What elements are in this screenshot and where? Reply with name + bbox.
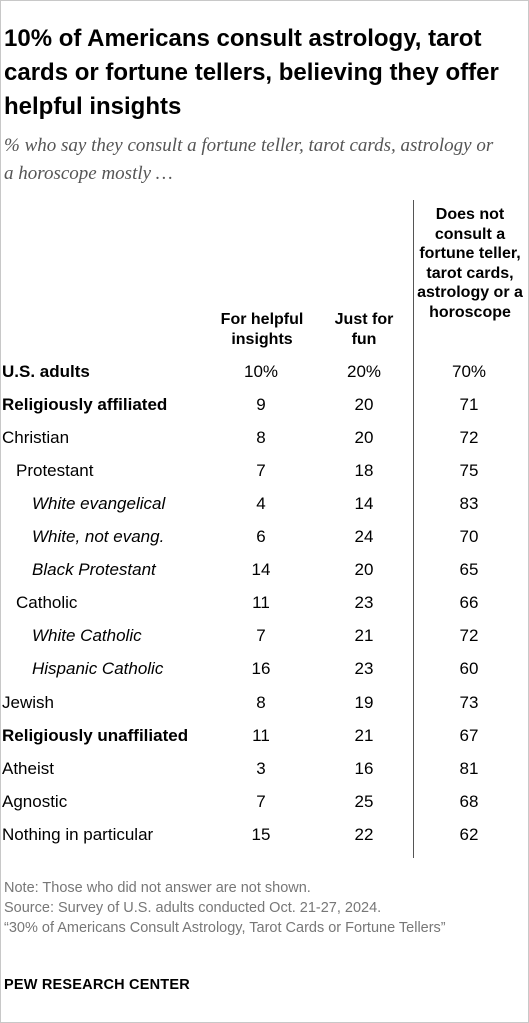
value-helpful-insights: 11 [252, 725, 270, 745]
chart-notes: Note: Those who did not answer are not s… [4, 878, 524, 938]
value-does-not-consult: 83 [459, 493, 479, 513]
value-does-not-consult: 70% [451, 361, 487, 381]
value-just-for-fun: 20 [354, 427, 374, 447]
value-just-for-fun: 16 [354, 758, 374, 778]
value-just-for-fun: 25 [354, 791, 374, 811]
table-row: Jewish 8 19 73 [0, 686, 529, 719]
source-text: Source: Survey of U.S. adults conducted … [4, 900, 382, 916]
table-row: Christian 8 20 72 [0, 421, 529, 454]
table-row: Hispanic Catholic 16 23 60 [0, 653, 529, 686]
report-title: “30% of Americans Consult Astrology, Tar… [4, 920, 446, 936]
column-header-does-not-consult: Does not consult a fortune teller, tarot… [417, 206, 523, 321]
value-just-for-fun: 23 [354, 659, 374, 679]
value-helpful-insights: 8 [256, 692, 266, 712]
row-label: Religiously unaffiliated [2, 725, 189, 745]
table-row: Atheist 3 16 81 [0, 752, 529, 785]
value-helpful-insights: 9 [256, 394, 266, 414]
row-label: Nothing in particular [2, 824, 154, 844]
value-just-for-fun: 21 [354, 725, 374, 745]
value-helpful-insights: 11 [252, 593, 270, 613]
table-row: Agnostic 7 25 68 [0, 785, 529, 818]
value-just-for-fun: 20 [354, 560, 374, 580]
value-helpful-insights: 8 [256, 427, 266, 447]
table-row: Nothing in particular 15 22 62 [0, 818, 529, 851]
brand-logo-text: PEW RESEARCH CENTER [4, 977, 190, 993]
value-helpful-insights: 10% [243, 361, 279, 381]
value-does-not-consult: 65 [459, 560, 479, 580]
value-helpful-insights: 14 [251, 560, 271, 580]
value-helpful-insights: 3 [256, 758, 266, 778]
value-just-for-fun: 20% [346, 361, 382, 381]
value-does-not-consult: 62 [459, 824, 479, 844]
value-does-not-consult: 60 [459, 659, 479, 679]
value-helpful-insights: 16 [251, 659, 271, 679]
value-does-not-consult: 81 [459, 758, 479, 778]
value-just-for-fun: 18 [354, 460, 374, 480]
table-row: Protestant 7 18 75 [0, 454, 529, 487]
value-helpful-insights: 6 [256, 527, 266, 546]
value-does-not-consult: 66 [459, 593, 479, 613]
column-header-just-for-fun: Just for fun [334, 311, 394, 348]
value-does-not-consult: 67 [459, 725, 479, 745]
table-row: Religiously affiliated 9 20 71 [0, 388, 529, 421]
table-row: Religiously unaffiliated 11 21 67 [0, 719, 529, 752]
row-label: Hispanic Catholic [32, 659, 164, 679]
value-helpful-insights: 4 [256, 493, 266, 513]
value-does-not-consult: 70 [459, 527, 479, 546]
value-does-not-consult: 73 [459, 692, 479, 712]
value-helpful-insights: 7 [256, 460, 266, 480]
value-just-for-fun: 23 [354, 593, 374, 613]
row-label: Protestant [16, 460, 94, 480]
row-label: Atheist [2, 758, 54, 778]
row-label: Christian [2, 427, 70, 447]
row-label: Black Protestant [32, 560, 156, 580]
table-row: Catholic 11 23 66 [0, 587, 529, 620]
value-does-not-consult: 68 [459, 791, 479, 811]
row-label: U.S. adults [2, 361, 90, 381]
row-label: White, not evang. [32, 527, 165, 546]
table-row: U.S. adults 10% 20% 70% [0, 355, 529, 388]
value-does-not-consult: 72 [459, 626, 479, 646]
value-helpful-insights: 7 [256, 626, 266, 646]
value-just-for-fun: 21 [354, 626, 374, 646]
table-row: White, not evang. 6 24 70 [0, 521, 529, 554]
row-label: Jewish [2, 692, 54, 712]
value-does-not-consult: 75 [459, 460, 479, 480]
table-row: Black Protestant 14 20 65 [0, 554, 529, 587]
row-label: Agnostic [2, 791, 68, 811]
value-does-not-consult: 71 [459, 394, 479, 414]
row-label: White Catholic [32, 626, 142, 646]
column-divider [413, 200, 414, 858]
value-just-for-fun: 22 [354, 824, 374, 844]
row-label: Religiously affiliated [2, 394, 168, 414]
chart-subtitle: % who say they consult a fortune teller,… [4, 135, 494, 184]
value-just-for-fun: 19 [354, 692, 374, 712]
row-label: Catholic [16, 593, 78, 613]
row-label: White evangelical [32, 493, 166, 513]
table-row: White Catholic 7 21 72 [0, 620, 529, 653]
note-text: Note: Those who did not answer are not s… [4, 880, 311, 896]
value-just-for-fun: 24 [354, 527, 374, 546]
column-header-helpful-insights: For helpful insights [220, 311, 304, 348]
value-helpful-insights: 7 [256, 791, 266, 811]
value-just-for-fun: 14 [354, 493, 374, 513]
chart-title: 10% of Americans consult astrology, taro… [4, 25, 499, 120]
table-row: White evangelical 4 14 83 [0, 487, 529, 520]
value-just-for-fun: 20 [354, 394, 374, 414]
value-does-not-consult: 72 [459, 427, 479, 447]
value-helpful-insights: 15 [251, 824, 271, 844]
